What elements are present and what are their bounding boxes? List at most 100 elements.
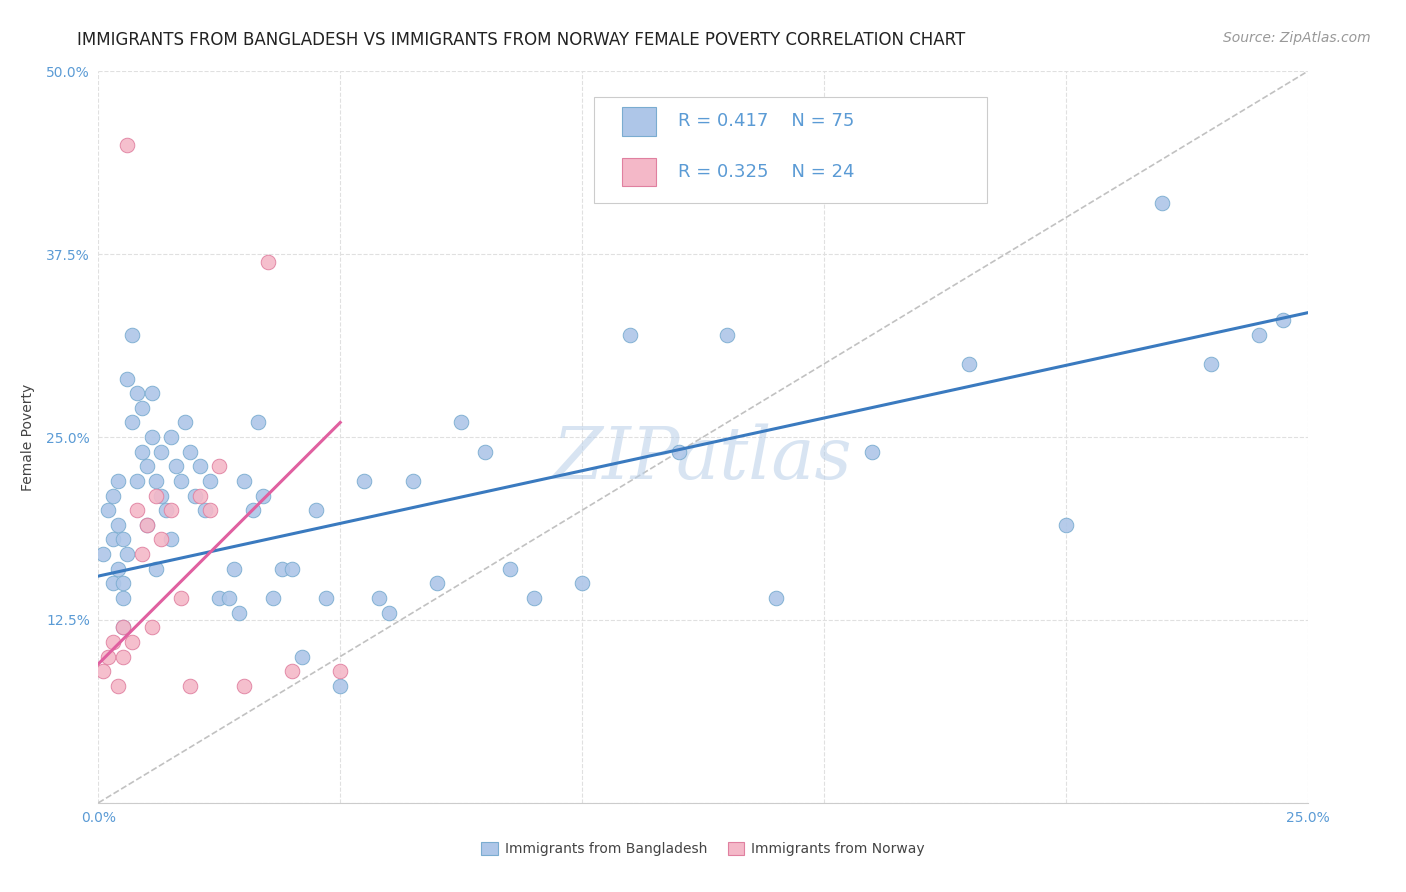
Point [127,503,149,517]
Point [101,489,124,503]
FancyBboxPatch shape [595,97,987,203]
Point [232,474,254,488]
Point [141,430,163,444]
Point [208,459,231,474]
Point [860,444,883,458]
Point [290,649,312,664]
Point [716,327,738,342]
Point [97,649,120,664]
Point [256,254,278,268]
Point [198,503,221,517]
Point [107,679,129,693]
Point [242,503,264,517]
Point [150,489,173,503]
Point [145,489,167,503]
Y-axis label: Female Poverty: Female Poverty [21,384,35,491]
Point [1272,313,1295,327]
Point [131,444,153,458]
Point [111,649,134,664]
Point [145,474,167,488]
Point [281,664,304,678]
Point [1054,517,1077,532]
Point [150,444,173,458]
Point [107,517,129,532]
Point [247,416,270,430]
Point [523,591,546,605]
Point [174,416,197,430]
Point [135,517,157,532]
Text: ZIPatlas: ZIPatlas [553,424,853,494]
Point [329,679,352,693]
Point [107,474,129,488]
Point [619,327,641,342]
Point [117,371,139,385]
Point [141,386,163,401]
Point [305,503,328,517]
Point [765,591,787,605]
Point [194,503,217,517]
Point [160,503,183,517]
Point [169,474,191,488]
Point [117,137,139,152]
Point [184,489,207,503]
Point [117,547,139,561]
Point [228,606,250,620]
Point [474,444,496,458]
Point [426,576,449,591]
Point [957,357,980,371]
Point [271,562,294,576]
Legend: Immigrants from Bangladesh, Immigrants from Norway: Immigrants from Bangladesh, Immigrants f… [475,837,931,862]
Point [198,474,221,488]
Point [1152,196,1174,211]
Bar [621,158,655,186]
Point [111,533,134,547]
Point [252,489,274,503]
Point [107,562,129,576]
Point [160,430,183,444]
Bar [621,107,655,136]
Point [111,576,134,591]
Point [121,635,143,649]
Point [315,591,337,605]
Point [222,562,245,576]
Point [179,679,201,693]
Point [127,474,149,488]
Point [135,459,157,474]
Text: R = 0.325    N = 24: R = 0.325 N = 24 [678,163,853,181]
Point [281,562,304,576]
Point [368,591,391,605]
Point [150,533,173,547]
Point [97,503,120,517]
Point [127,386,149,401]
Point [218,591,240,605]
Point [101,576,124,591]
Point [169,591,191,605]
Point [111,591,134,605]
Point [131,547,153,561]
Point [1199,357,1222,371]
Point [91,664,114,678]
Point [101,533,124,547]
Point [101,635,124,649]
Point [571,576,593,591]
Point [111,620,134,634]
Point [402,474,425,488]
Point [155,503,177,517]
Point [135,517,157,532]
Text: IMMIGRANTS FROM BANGLADESH VS IMMIGRANTS FROM NORWAY FEMALE POVERTY CORRELATION : IMMIGRANTS FROM BANGLADESH VS IMMIGRANTS… [77,31,966,49]
Point [121,327,143,342]
Point [131,401,153,415]
Point [188,489,211,503]
Point [179,444,201,458]
Point [262,591,284,605]
Point [121,416,143,430]
Point [141,620,163,634]
Point [1249,327,1271,342]
Point [353,474,375,488]
Point [91,547,114,561]
Point [160,533,183,547]
Point [498,562,520,576]
Point [377,606,399,620]
Point [208,591,231,605]
Point [188,459,211,474]
